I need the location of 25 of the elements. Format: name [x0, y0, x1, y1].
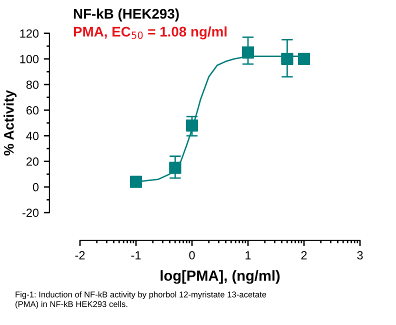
point	[130, 176, 142, 188]
y-tick-label: 20	[26, 157, 39, 166]
chart-subtitle: PMA, EC$_{50}$ = 1.08 ng/ml	[74, 26, 227, 40]
y-tick-label: 80	[26, 80, 39, 89]
x-tick-label: -2	[75, 251, 85, 260]
y-axis-title: % Activity	[4, 90, 17, 156]
x-tick-label: 3	[357, 251, 363, 260]
point	[298, 52, 310, 65]
y-tick-label: 40	[26, 132, 39, 140]
text: Fig-1: Induction of NF-kB activity by phorbol 12-myristate 13-acetate (PMA) in NF-kB HEK293 cells.	[16, 291, 266, 309]
y-tick-label: -20	[22, 208, 39, 217]
x-tick-label: -1	[131, 251, 141, 260]
chart-title: NF-kB (HEK293)	[74, 8, 179, 22]
x-tick-label: 1	[246, 251, 251, 260]
x-tick-label: 0	[189, 251, 195, 260]
x-axis-title: log[PMA], (ng/ml)	[160, 270, 280, 284]
point	[281, 52, 294, 65]
point	[242, 46, 254, 59]
point	[186, 119, 198, 132]
x-tick-label: 2	[301, 251, 307, 260]
y-tick-label: 120	[20, 29, 39, 38]
point	[169, 162, 182, 174]
y-tick-label: 0	[32, 183, 39, 192]
y-tick-label: 100	[20, 54, 39, 64]
y-tick-label: 60	[26, 106, 39, 115]
